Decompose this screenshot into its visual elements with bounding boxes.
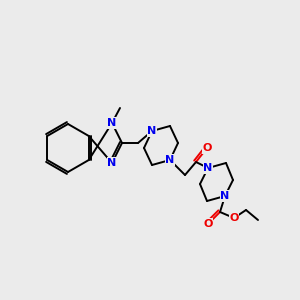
Text: O: O [229,213,239,223]
Text: N: N [107,158,117,168]
Text: O: O [203,219,213,229]
Text: N: N [147,126,157,136]
Text: N: N [165,155,175,165]
Text: N: N [220,191,230,201]
Text: O: O [202,143,212,153]
Text: N: N [107,118,117,128]
Text: N: N [203,163,213,173]
